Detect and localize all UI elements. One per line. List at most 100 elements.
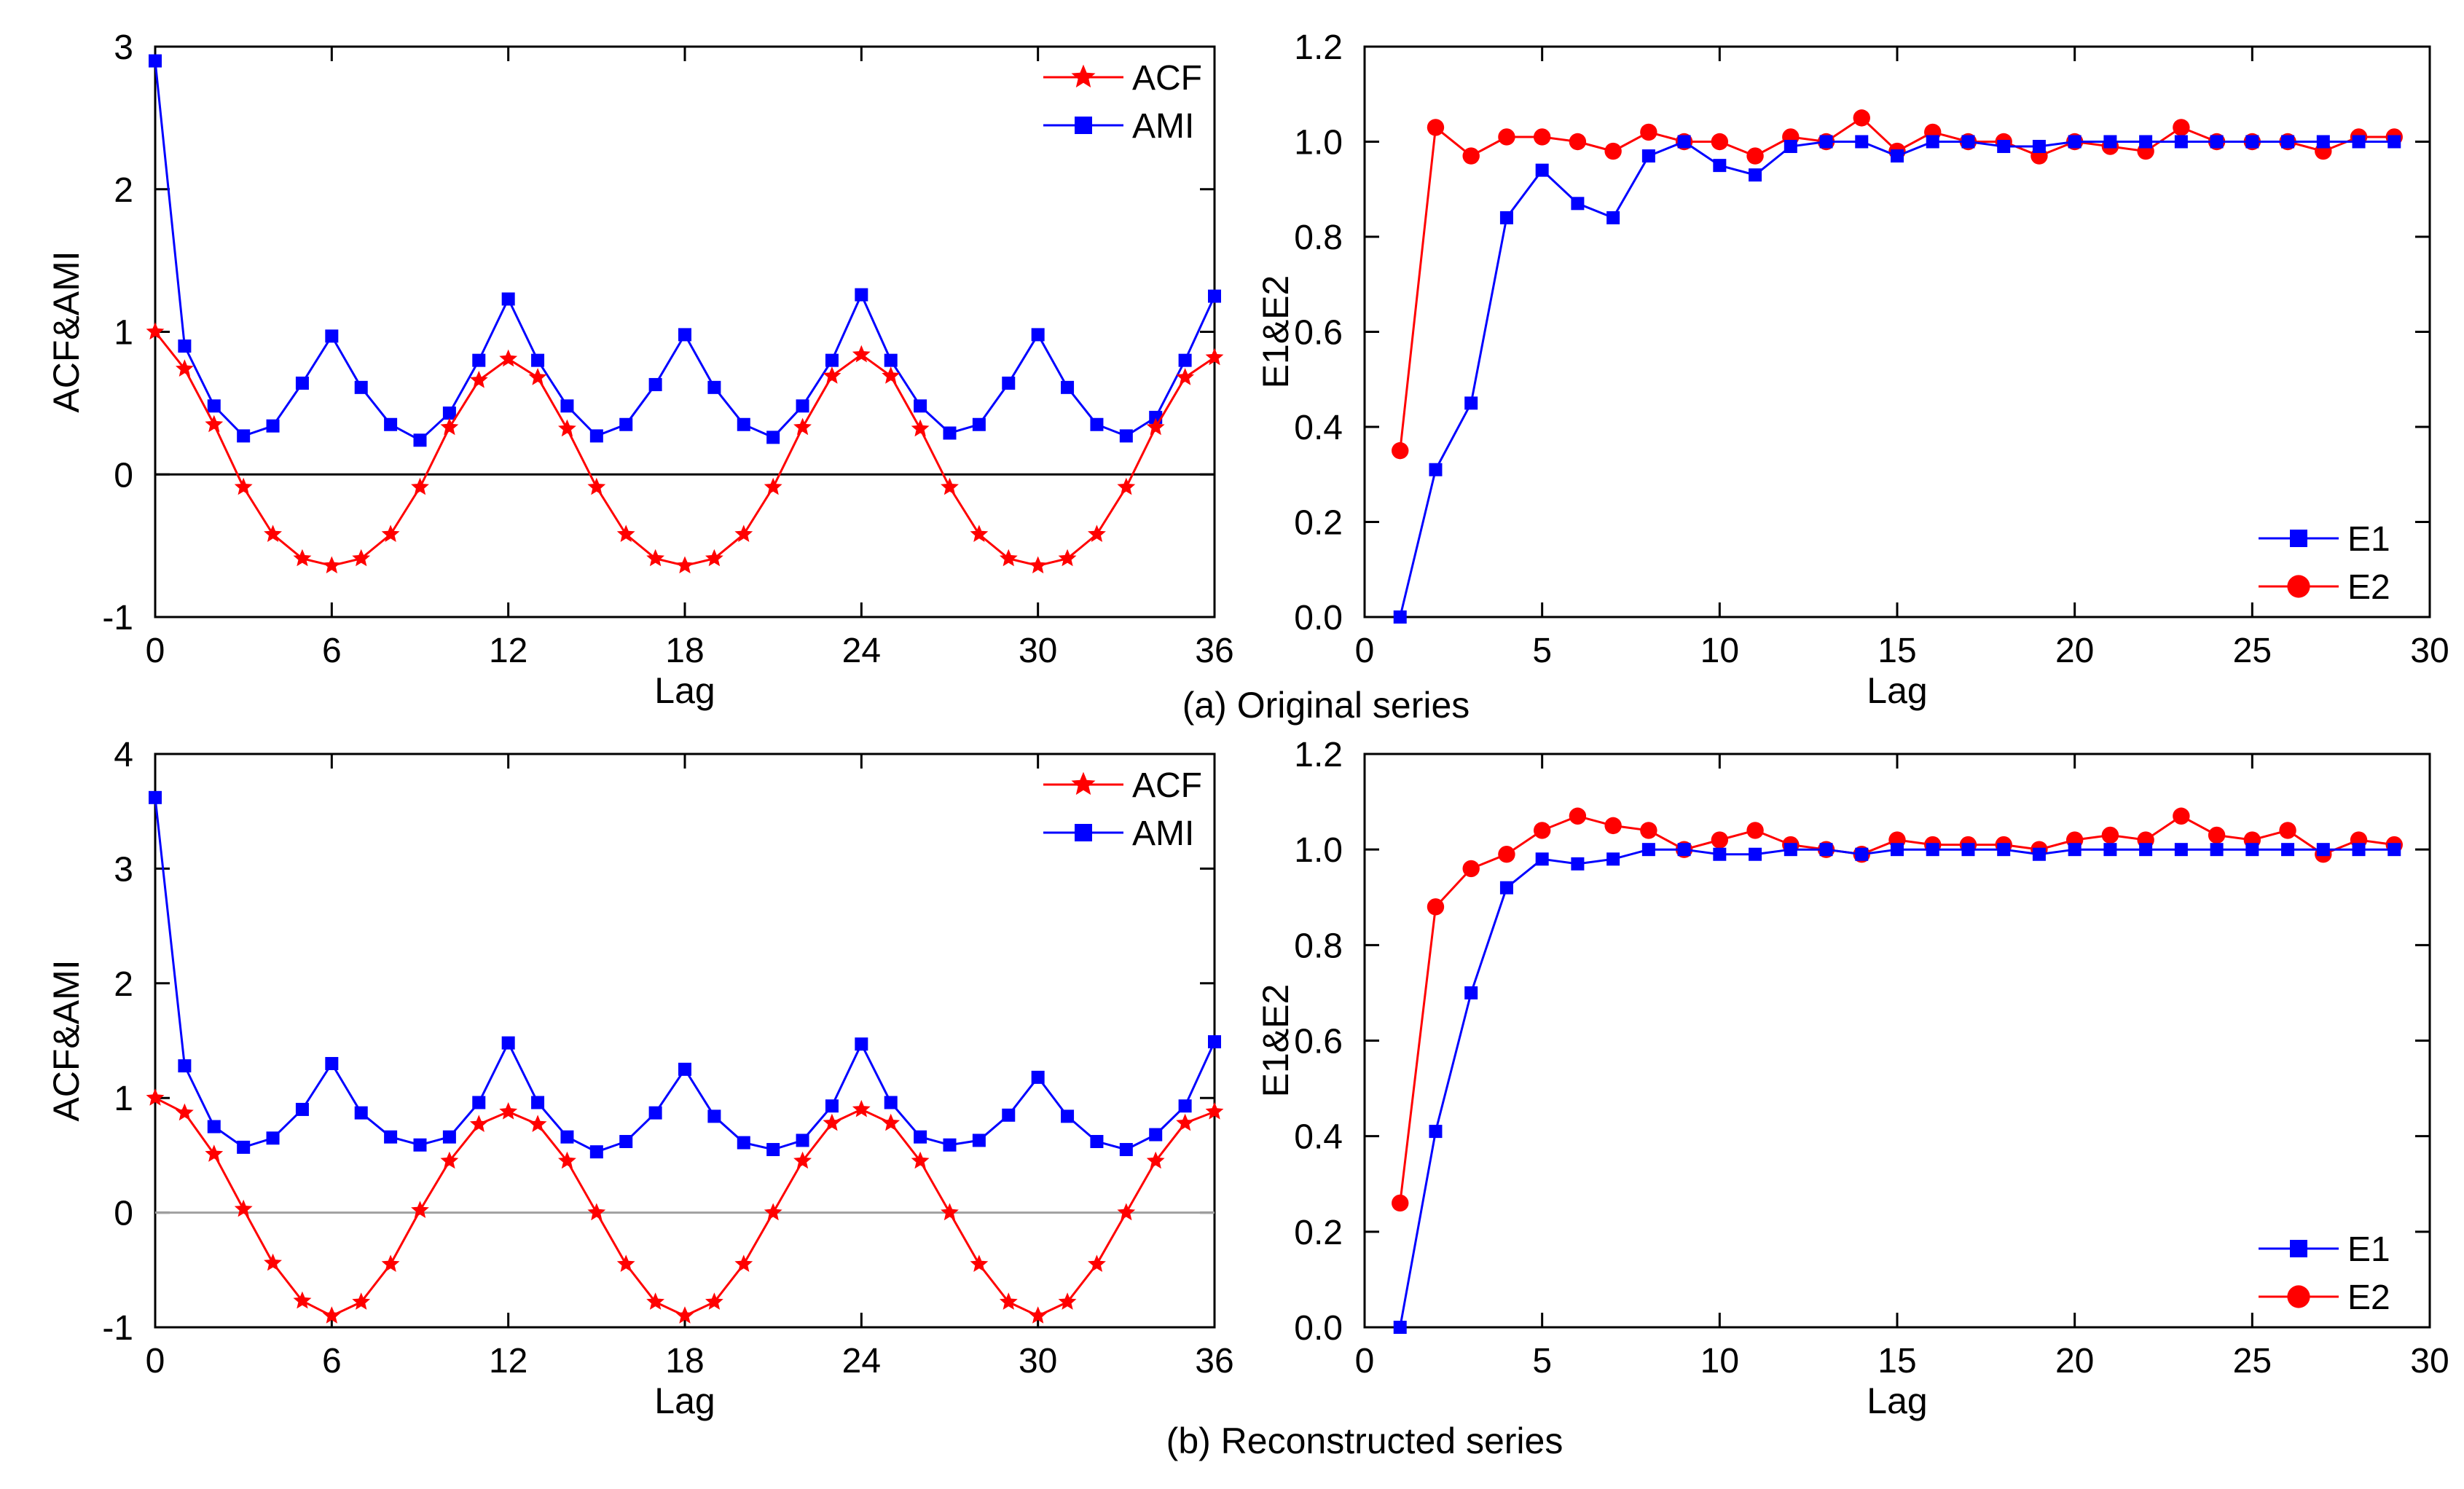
y-tick-label: 4 <box>114 736 133 774</box>
data-point-acf <box>1058 549 1077 567</box>
legend-label-ami: AMI <box>1132 814 1194 853</box>
data-point-e1 <box>2245 843 2259 857</box>
data-point-acf <box>911 419 930 437</box>
data-point-acf <box>999 1292 1018 1310</box>
y-tick-label: 1 <box>114 1080 133 1118</box>
series-line-e2 <box>1399 116 2395 451</box>
y-tick-label: -1 <box>102 1309 133 1348</box>
data-point-ami <box>1090 1135 1104 1149</box>
x-tick-label: 6 <box>322 632 342 670</box>
data-point-acf <box>793 417 812 436</box>
x-tick-label: 36 <box>1195 1342 1233 1380</box>
data-point-e1 <box>1499 211 1513 224</box>
chart-a-right: 0 5 10 15 20 25 30 0.0 0.2 0.4 0.6 0.8 1.0 1.2 Lag E1&E… <box>1255 28 2449 711</box>
data-point-acf <box>264 1253 282 1271</box>
data-point-e2 <box>2173 119 2190 136</box>
legend-marker-e1 <box>2290 530 2307 547</box>
data-point-e1 <box>1429 463 1443 476</box>
data-point-ami <box>442 406 456 420</box>
data-point-e1 <box>2139 843 2153 857</box>
data-point-acf <box>764 477 782 495</box>
data-point-ami <box>237 429 251 443</box>
data-point-ami <box>648 377 662 391</box>
data-point-acf <box>852 345 871 363</box>
data-point-acf <box>941 1203 959 1221</box>
data-point-e2 <box>1746 147 1764 165</box>
data-point-ami <box>354 1106 368 1120</box>
data-point-acf <box>499 1102 518 1120</box>
plot-frame <box>1363 45 2431 618</box>
series-line-e1 <box>1399 140 2395 618</box>
data-point-e1 <box>1784 140 1797 154</box>
data-point-acf <box>293 549 312 567</box>
data-point-ami <box>442 1130 456 1144</box>
legend-marker-e1 <box>2290 1240 2307 1257</box>
data-point-acf <box>558 1151 576 1169</box>
y-axis-label: ACF&AMI <box>46 959 87 1121</box>
data-point-ami <box>1119 429 1133 443</box>
data-point-ami <box>560 399 574 413</box>
x-axis-label: Lag <box>654 1380 715 1421</box>
data-point-ami <box>354 380 368 394</box>
data-point-acf <box>734 525 753 542</box>
plot-frame <box>154 753 1216 1329</box>
data-point-acf <box>587 477 606 495</box>
data-point-e2 <box>1853 109 1870 127</box>
caption-a: (a) Original series <box>1182 685 1470 726</box>
legend-label-e1: E1 <box>2347 520 2390 559</box>
data-point-e2 <box>1711 133 1729 151</box>
x-tick-label: 30 <box>1019 1342 1057 1380</box>
x-tick-label: 20 <box>2055 632 2094 670</box>
data-point-acf <box>1029 556 1048 574</box>
x-tick-label: 15 <box>1878 1342 1916 1380</box>
data-point-acf <box>616 1254 635 1272</box>
data-point-acf <box>675 556 694 574</box>
data-point-ami <box>796 1134 809 1147</box>
data-point-e2 <box>1569 807 1587 825</box>
data-point-e1 <box>1961 135 1975 149</box>
data-point-ami <box>589 1145 603 1159</box>
data-point-e2 <box>1498 128 1515 146</box>
data-point-ami <box>825 353 839 367</box>
legend-label-e2: E2 <box>2347 1278 2390 1317</box>
data-point-e1 <box>1606 211 1620 224</box>
data-point-acf <box>1029 1306 1048 1324</box>
data-point-e1 <box>2103 135 2117 149</box>
legend-marker-e2 <box>2287 1285 2310 1308</box>
data-point-e2 <box>1392 1194 1409 1212</box>
data-point-e2 <box>2101 826 2119 844</box>
data-point-e1 <box>2316 135 2330 149</box>
data-point-e2 <box>1533 822 1551 839</box>
x-tick-label: 30 <box>1019 632 1057 670</box>
data-point-acf <box>1146 417 1165 436</box>
x-tick-label: 0 <box>1355 1342 1375 1380</box>
data-point-acf <box>528 368 547 385</box>
data-point-e1 <box>1393 610 1407 624</box>
x-tick-label: 25 <box>2233 632 2272 670</box>
data-point-e2 <box>1427 898 1445 916</box>
x-tick-label: 36 <box>1195 632 1233 670</box>
data-point-e2 <box>2173 807 2190 825</box>
data-point-ami <box>737 417 750 431</box>
x-tick-label: 25 <box>2233 1342 2272 1380</box>
data-point-e1 <box>2352 135 2366 149</box>
data-point-e1 <box>1926 843 1939 857</box>
data-point-acf <box>322 1306 341 1324</box>
data-point-ami <box>1208 1035 1221 1049</box>
data-point-acf <box>1088 1254 1106 1272</box>
data-point-e1 <box>1784 843 1797 857</box>
data-point-ami <box>678 328 691 342</box>
legend-marker-acf <box>1071 64 1096 88</box>
data-point-ami <box>531 1096 545 1109</box>
data-point-e1 <box>1641 149 1655 163</box>
data-point-ami <box>884 353 898 367</box>
data-point-e1 <box>1997 140 2011 154</box>
data-point-ami <box>472 353 486 367</box>
data-point-acf <box>1117 1203 1136 1221</box>
legend-marker-ami <box>1075 117 1092 134</box>
data-point-ami <box>413 1138 427 1152</box>
data-point-ami <box>207 399 221 413</box>
data-point-ami <box>501 292 515 306</box>
